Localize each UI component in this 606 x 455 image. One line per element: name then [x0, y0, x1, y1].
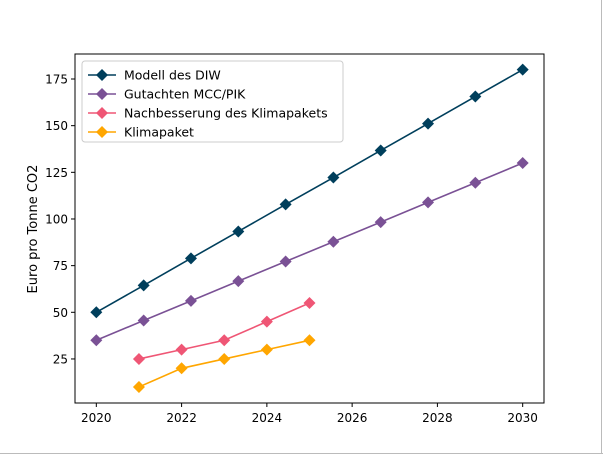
data-point — [132, 380, 145, 393]
data-point — [218, 352, 231, 365]
x-axis: 2020 2022 2024 2026 2028 2030 — [81, 403, 538, 425]
data-point — [132, 352, 145, 365]
x-tick-label: 2028 — [422, 411, 453, 425]
data-point — [374, 216, 387, 229]
series-1 — [90, 156, 529, 347]
data-point — [218, 334, 231, 347]
data-point — [327, 235, 340, 248]
data-point — [184, 294, 197, 307]
x-tick-label: 2022 — [166, 411, 197, 425]
y-tick-label: 175 — [45, 73, 68, 87]
legend-marker-icon — [96, 126, 108, 138]
data-point — [232, 225, 245, 238]
data-point — [184, 252, 197, 265]
y-tick-label: 100 — [45, 212, 68, 226]
data-point — [260, 315, 273, 328]
series-2 — [132, 296, 316, 365]
plot-area — [90, 63, 529, 393]
legend-label: Gutachten MCC/PIK — [124, 87, 246, 102]
series-line — [95, 68, 524, 313]
data-point — [175, 362, 188, 375]
x-tick-label: 2030 — [507, 411, 538, 425]
data-point — [175, 343, 188, 356]
data-point — [327, 171, 340, 184]
legend-marker-icon — [96, 88, 108, 100]
data-point — [279, 255, 292, 268]
data-point — [469, 176, 482, 189]
window-border-right — [601, 0, 602, 453]
window-border-bottom — [0, 453, 603, 454]
data-point — [374, 144, 387, 157]
data-point — [90, 306, 103, 319]
x-tick-label: 2020 — [81, 411, 112, 425]
data-point — [303, 296, 316, 309]
legend-item: Modell des DIW — [88, 68, 221, 83]
data-point — [303, 334, 316, 347]
legend-item: Gutachten MCC/PIK — [88, 87, 246, 102]
y-tick-label: 75 — [53, 259, 68, 273]
data-point — [137, 279, 150, 292]
x-tick-label: 2026 — [337, 411, 368, 425]
legend-marker-icon — [96, 107, 108, 119]
data-point — [516, 156, 529, 169]
legend-box — [81, 60, 344, 143]
y-tick-label: 125 — [45, 166, 68, 180]
legend-marker-icon — [96, 69, 108, 81]
data-point — [232, 275, 245, 288]
y-tick-label: 25 — [53, 352, 68, 366]
x-tick-label: 2024 — [252, 411, 283, 425]
data-point — [516, 63, 529, 76]
data-point — [469, 90, 482, 103]
y-tick-label: 150 — [45, 119, 68, 133]
y-axis: 25 50 75 100 125 150 175 — [45, 73, 75, 366]
legend: Modell des DIW Gutachten MCC/PIK Nachbesse… — [81, 60, 344, 143]
series-3 — [132, 334, 316, 393]
legend-label: Klimapaket — [124, 125, 194, 140]
legend-label: Nachbesserung des Klimapakets — [124, 106, 328, 121]
data-point — [137, 314, 150, 327]
legend-label: Modell des DIW — [124, 68, 221, 83]
data-point — [422, 196, 435, 209]
data-point — [90, 334, 103, 347]
y-tick-label: 50 — [53, 306, 68, 320]
y-axis-label: Euro pro Tonne CO2 — [26, 165, 41, 294]
series-line — [96, 162, 523, 342]
series-0 — [90, 63, 529, 319]
legend-item: Nachbesserung des Klimapakets — [88, 106, 328, 121]
axes-frame — [74, 53, 545, 404]
data-point — [422, 117, 435, 130]
data-point — [260, 343, 273, 356]
data-point — [279, 198, 292, 211]
legend-item: Klimapaket — [88, 125, 194, 140]
